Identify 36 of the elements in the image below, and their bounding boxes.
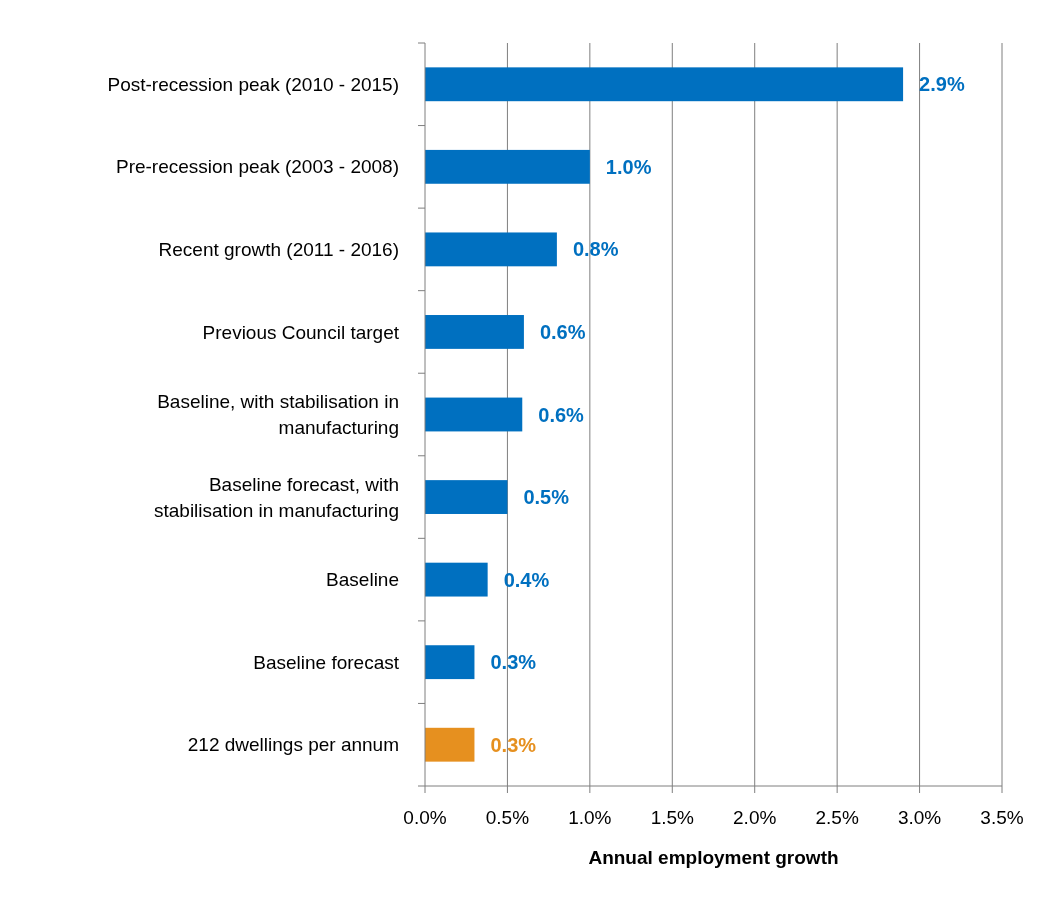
bar — [425, 232, 557, 267]
x-tick-label: 3.5% — [980, 807, 1024, 828]
bar — [425, 645, 475, 680]
y-tick-label: Baseline forecast, with stabilisation in manufacturing — [153, 473, 399, 521]
x-tick-label: 0.0% — [403, 807, 447, 828]
y-tick-label: Baseline — [326, 569, 399, 591]
y-tick-label: Previous Council target — [202, 321, 400, 343]
x-tick-label: 0.5% — [485, 807, 530, 828]
bar — [425, 562, 488, 597]
data-label: 0.4% — [503, 568, 550, 591]
bar — [425, 315, 524, 349]
data-label: 0.3% — [490, 651, 537, 674]
y-tick-label: Post-recession peak (2010 - 2015) — [107, 73, 399, 95]
y-tick-label: Recent growth (2011 - 2016) — [158, 239, 399, 261]
data-label: 1.0% — [605, 155, 652, 178]
data-label: 0.3% — [490, 733, 537, 756]
x-tick-label: 1.5% — [650, 807, 695, 828]
bar — [425, 480, 508, 514]
y-tick-label: Baseline, with stabilisation in manufacturing — [157, 391, 399, 439]
data-label: 2.9% — [919, 73, 965, 96]
y-tick-label: Pre-recession peak (2003 - 2008) — [115, 156, 399, 178]
data-label: 0.6% — [539, 320, 586, 343]
y-tick-label: Baseline forecast — [253, 651, 400, 673]
x-tick-label: 2.0% — [733, 807, 777, 828]
x-tick-label: 1.0% — [568, 807, 612, 828]
x-tick-label: 3.0% — [897, 807, 942, 828]
bar — [425, 397, 523, 432]
data-label: 0.8% — [572, 238, 619, 261]
bar — [425, 149, 590, 184]
data-label: 0.5% — [523, 486, 570, 509]
x-axis-title: Annual employment growth — [588, 847, 839, 868]
x-tick-label: 2.5% — [815, 807, 859, 828]
y-tick-label: 212 dwellings per annum — [187, 734, 399, 756]
bar — [425, 727, 475, 762]
bar — [425, 67, 904, 102]
data-label: 0.6% — [538, 403, 585, 426]
